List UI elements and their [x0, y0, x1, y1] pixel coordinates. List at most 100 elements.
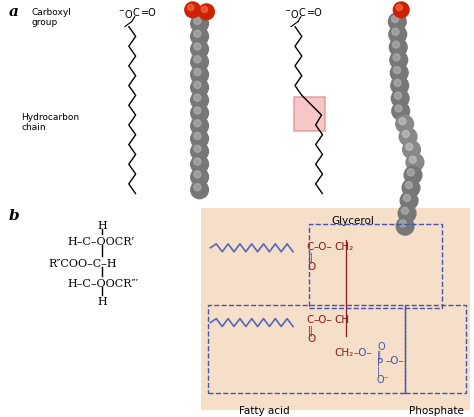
Circle shape — [185, 2, 201, 18]
Circle shape — [400, 220, 406, 227]
Circle shape — [397, 59, 403, 65]
Circle shape — [194, 107, 201, 114]
Text: H: H — [97, 297, 107, 307]
Circle shape — [393, 54, 400, 61]
Circle shape — [198, 35, 204, 41]
Text: C: C — [133, 8, 139, 18]
Circle shape — [398, 205, 416, 222]
Circle shape — [395, 105, 402, 112]
Text: CH₂: CH₂ — [334, 242, 354, 252]
Circle shape — [191, 91, 209, 109]
Bar — [309, 224, 441, 308]
Circle shape — [198, 112, 204, 118]
Circle shape — [389, 25, 407, 43]
Circle shape — [401, 207, 409, 214]
Text: Glycerol: Glycerol — [332, 216, 374, 226]
Circle shape — [392, 15, 399, 23]
Text: =O: =O — [141, 8, 156, 18]
Circle shape — [198, 48, 204, 54]
Bar — [209, 305, 405, 393]
Text: H–C–OOCR″′: H–C–OOCR″′ — [68, 279, 139, 289]
Circle shape — [390, 38, 407, 56]
Circle shape — [404, 166, 422, 184]
Circle shape — [191, 117, 209, 135]
Text: H–C–OOCR’: H–C–OOCR’ — [68, 237, 135, 247]
Circle shape — [191, 79, 209, 96]
Circle shape — [396, 115, 413, 133]
Circle shape — [388, 13, 406, 30]
Text: a: a — [9, 5, 18, 19]
Circle shape — [414, 161, 420, 167]
Text: Fatty acid: Fatty acid — [239, 406, 290, 416]
Circle shape — [198, 188, 204, 195]
Circle shape — [198, 73, 204, 80]
Circle shape — [411, 174, 418, 180]
Circle shape — [399, 128, 417, 146]
Circle shape — [198, 176, 204, 182]
Text: Carboxyl
group: Carboxyl group — [31, 8, 71, 27]
Text: H: H — [97, 221, 107, 231]
Circle shape — [393, 2, 409, 18]
Circle shape — [198, 137, 204, 143]
Text: Phosphate: Phosphate — [409, 406, 464, 416]
Circle shape — [194, 158, 201, 165]
Circle shape — [191, 53, 209, 71]
Text: –O–: –O– — [385, 356, 404, 366]
Circle shape — [406, 153, 424, 171]
Circle shape — [392, 90, 409, 107]
Circle shape — [191, 168, 209, 186]
Circle shape — [198, 99, 204, 105]
Circle shape — [398, 84, 405, 90]
Text: C: C — [307, 315, 314, 325]
Circle shape — [405, 182, 412, 189]
Circle shape — [199, 4, 214, 20]
Circle shape — [198, 125, 204, 131]
Text: $^{-}$O: $^{-}$O — [118, 8, 133, 20]
Circle shape — [402, 131, 410, 138]
Circle shape — [410, 186, 416, 193]
Text: ‖: ‖ — [308, 326, 313, 336]
Circle shape — [392, 102, 410, 120]
Circle shape — [396, 33, 402, 39]
Circle shape — [188, 4, 194, 10]
Circle shape — [194, 56, 201, 63]
Circle shape — [194, 171, 201, 178]
Circle shape — [191, 104, 209, 122]
Bar — [405, 305, 466, 393]
Circle shape — [198, 86, 204, 93]
Circle shape — [398, 71, 404, 78]
Circle shape — [400, 9, 406, 14]
Circle shape — [191, 9, 197, 14]
Circle shape — [396, 217, 414, 235]
Circle shape — [403, 123, 410, 129]
Circle shape — [397, 46, 403, 52]
Circle shape — [194, 18, 201, 25]
Circle shape — [194, 94, 201, 101]
Text: P: P — [377, 358, 383, 368]
Circle shape — [400, 110, 406, 116]
Circle shape — [191, 156, 209, 173]
Circle shape — [194, 120, 201, 127]
Circle shape — [194, 30, 201, 37]
Text: =O: =O — [307, 8, 322, 18]
Circle shape — [194, 145, 201, 152]
Circle shape — [393, 67, 401, 74]
Text: |: | — [377, 367, 380, 376]
Circle shape — [390, 51, 408, 69]
Circle shape — [191, 66, 209, 83]
Circle shape — [403, 194, 410, 201]
Circle shape — [404, 225, 410, 231]
Circle shape — [194, 133, 201, 140]
Circle shape — [194, 81, 201, 88]
Text: $^{-}$O: $^{-}$O — [284, 8, 300, 20]
Text: O: O — [308, 334, 316, 344]
Circle shape — [198, 60, 204, 67]
Circle shape — [406, 143, 413, 151]
Circle shape — [194, 43, 201, 50]
Circle shape — [400, 192, 418, 209]
Text: –O–: –O– — [314, 242, 332, 252]
Circle shape — [201, 6, 208, 13]
Circle shape — [194, 68, 201, 75]
Circle shape — [410, 148, 416, 154]
Circle shape — [198, 150, 204, 156]
